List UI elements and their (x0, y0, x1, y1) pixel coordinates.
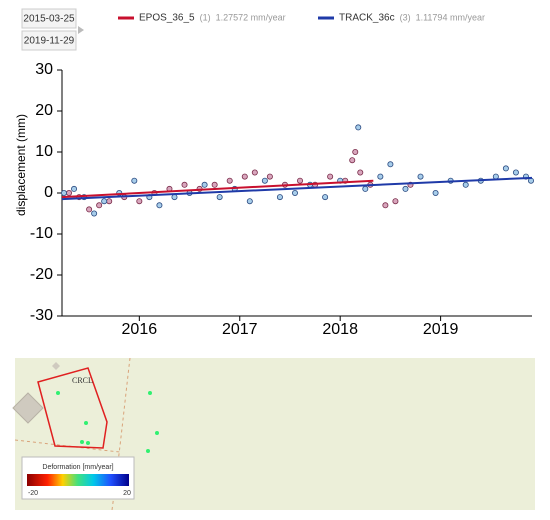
point (266, 173, 273, 180)
legend-max: 20 (123, 490, 131, 497)
point (377, 173, 384, 180)
point (502, 165, 509, 172)
trend-line (61, 179, 374, 199)
point (402, 185, 409, 192)
point (241, 173, 248, 180)
point (261, 177, 268, 184)
y-axis-label: displacement (mm) (14, 114, 28, 216)
point (512, 169, 519, 176)
point (131, 177, 138, 184)
point (91, 210, 98, 217)
end-date: 2019-11-29 (24, 36, 75, 47)
point (61, 189, 68, 196)
point (246, 198, 253, 205)
point (357, 169, 364, 176)
y-tick-label: 10 (35, 143, 53, 160)
start-date-box[interactable] (21, 8, 77, 29)
point (352, 148, 359, 155)
color-ramp (27, 474, 129, 486)
point (211, 181, 218, 188)
legend-name: TRACK_36c (339, 13, 395, 24)
point (66, 189, 73, 196)
building (52, 362, 60, 370)
point (297, 177, 304, 184)
point (327, 173, 334, 180)
point (276, 194, 283, 201)
point (355, 124, 362, 131)
site-label: CRCL (72, 376, 93, 385)
x-tick-label: 2017 (222, 321, 258, 338)
legend-min: -20 (28, 490, 38, 497)
site-outline (37, 367, 108, 449)
building (12, 392, 44, 424)
legend-index: (3) (400, 12, 411, 22)
expand-arrow[interactable] (78, 26, 84, 34)
point (417, 173, 424, 180)
point (156, 202, 163, 209)
point (349, 157, 356, 164)
legend-rate: 1.11794 mm/year (416, 12, 485, 22)
point (216, 194, 223, 201)
point (71, 185, 78, 192)
legend-title: Deformation [mm/year] (42, 464, 113, 471)
y-tick-label: -10 (30, 225, 53, 242)
point (251, 169, 258, 176)
point (201, 181, 208, 188)
legend-name: EPOS_36_5 (139, 13, 195, 24)
point (96, 202, 103, 209)
y-tick-label: -30 (30, 307, 53, 324)
x-tick-label: 2016 (122, 321, 158, 338)
x-tick-label: 2019 (423, 321, 459, 338)
point (392, 198, 399, 205)
start-date: 2015-03-25 (23, 14, 75, 25)
point (382, 202, 389, 209)
point (171, 194, 178, 201)
point (136, 198, 143, 205)
point (387, 161, 394, 168)
y-tick-label: 0 (44, 184, 53, 201)
point (86, 206, 93, 213)
trend-line (61, 176, 533, 201)
y-tick-label: 30 (35, 61, 53, 78)
x-tick-label: 2018 (322, 321, 358, 338)
point (432, 189, 439, 196)
end-date-box[interactable] (21, 30, 77, 51)
map-points (56, 391, 159, 453)
legend-rate: 1.27572 mm/year (216, 12, 286, 22)
legend-index: (1) (200, 12, 211, 22)
point (462, 181, 469, 188)
point (322, 194, 329, 201)
y-tick-label: -20 (30, 266, 53, 283)
point (181, 181, 188, 188)
map[interactable]: CRCL Deformation [mm/year] -20 20 (12, 357, 535, 511)
y-tick-label: 20 (35, 102, 53, 119)
point (362, 185, 369, 192)
point (291, 189, 298, 196)
point (226, 177, 233, 184)
point (106, 198, 113, 205)
point (101, 198, 108, 205)
